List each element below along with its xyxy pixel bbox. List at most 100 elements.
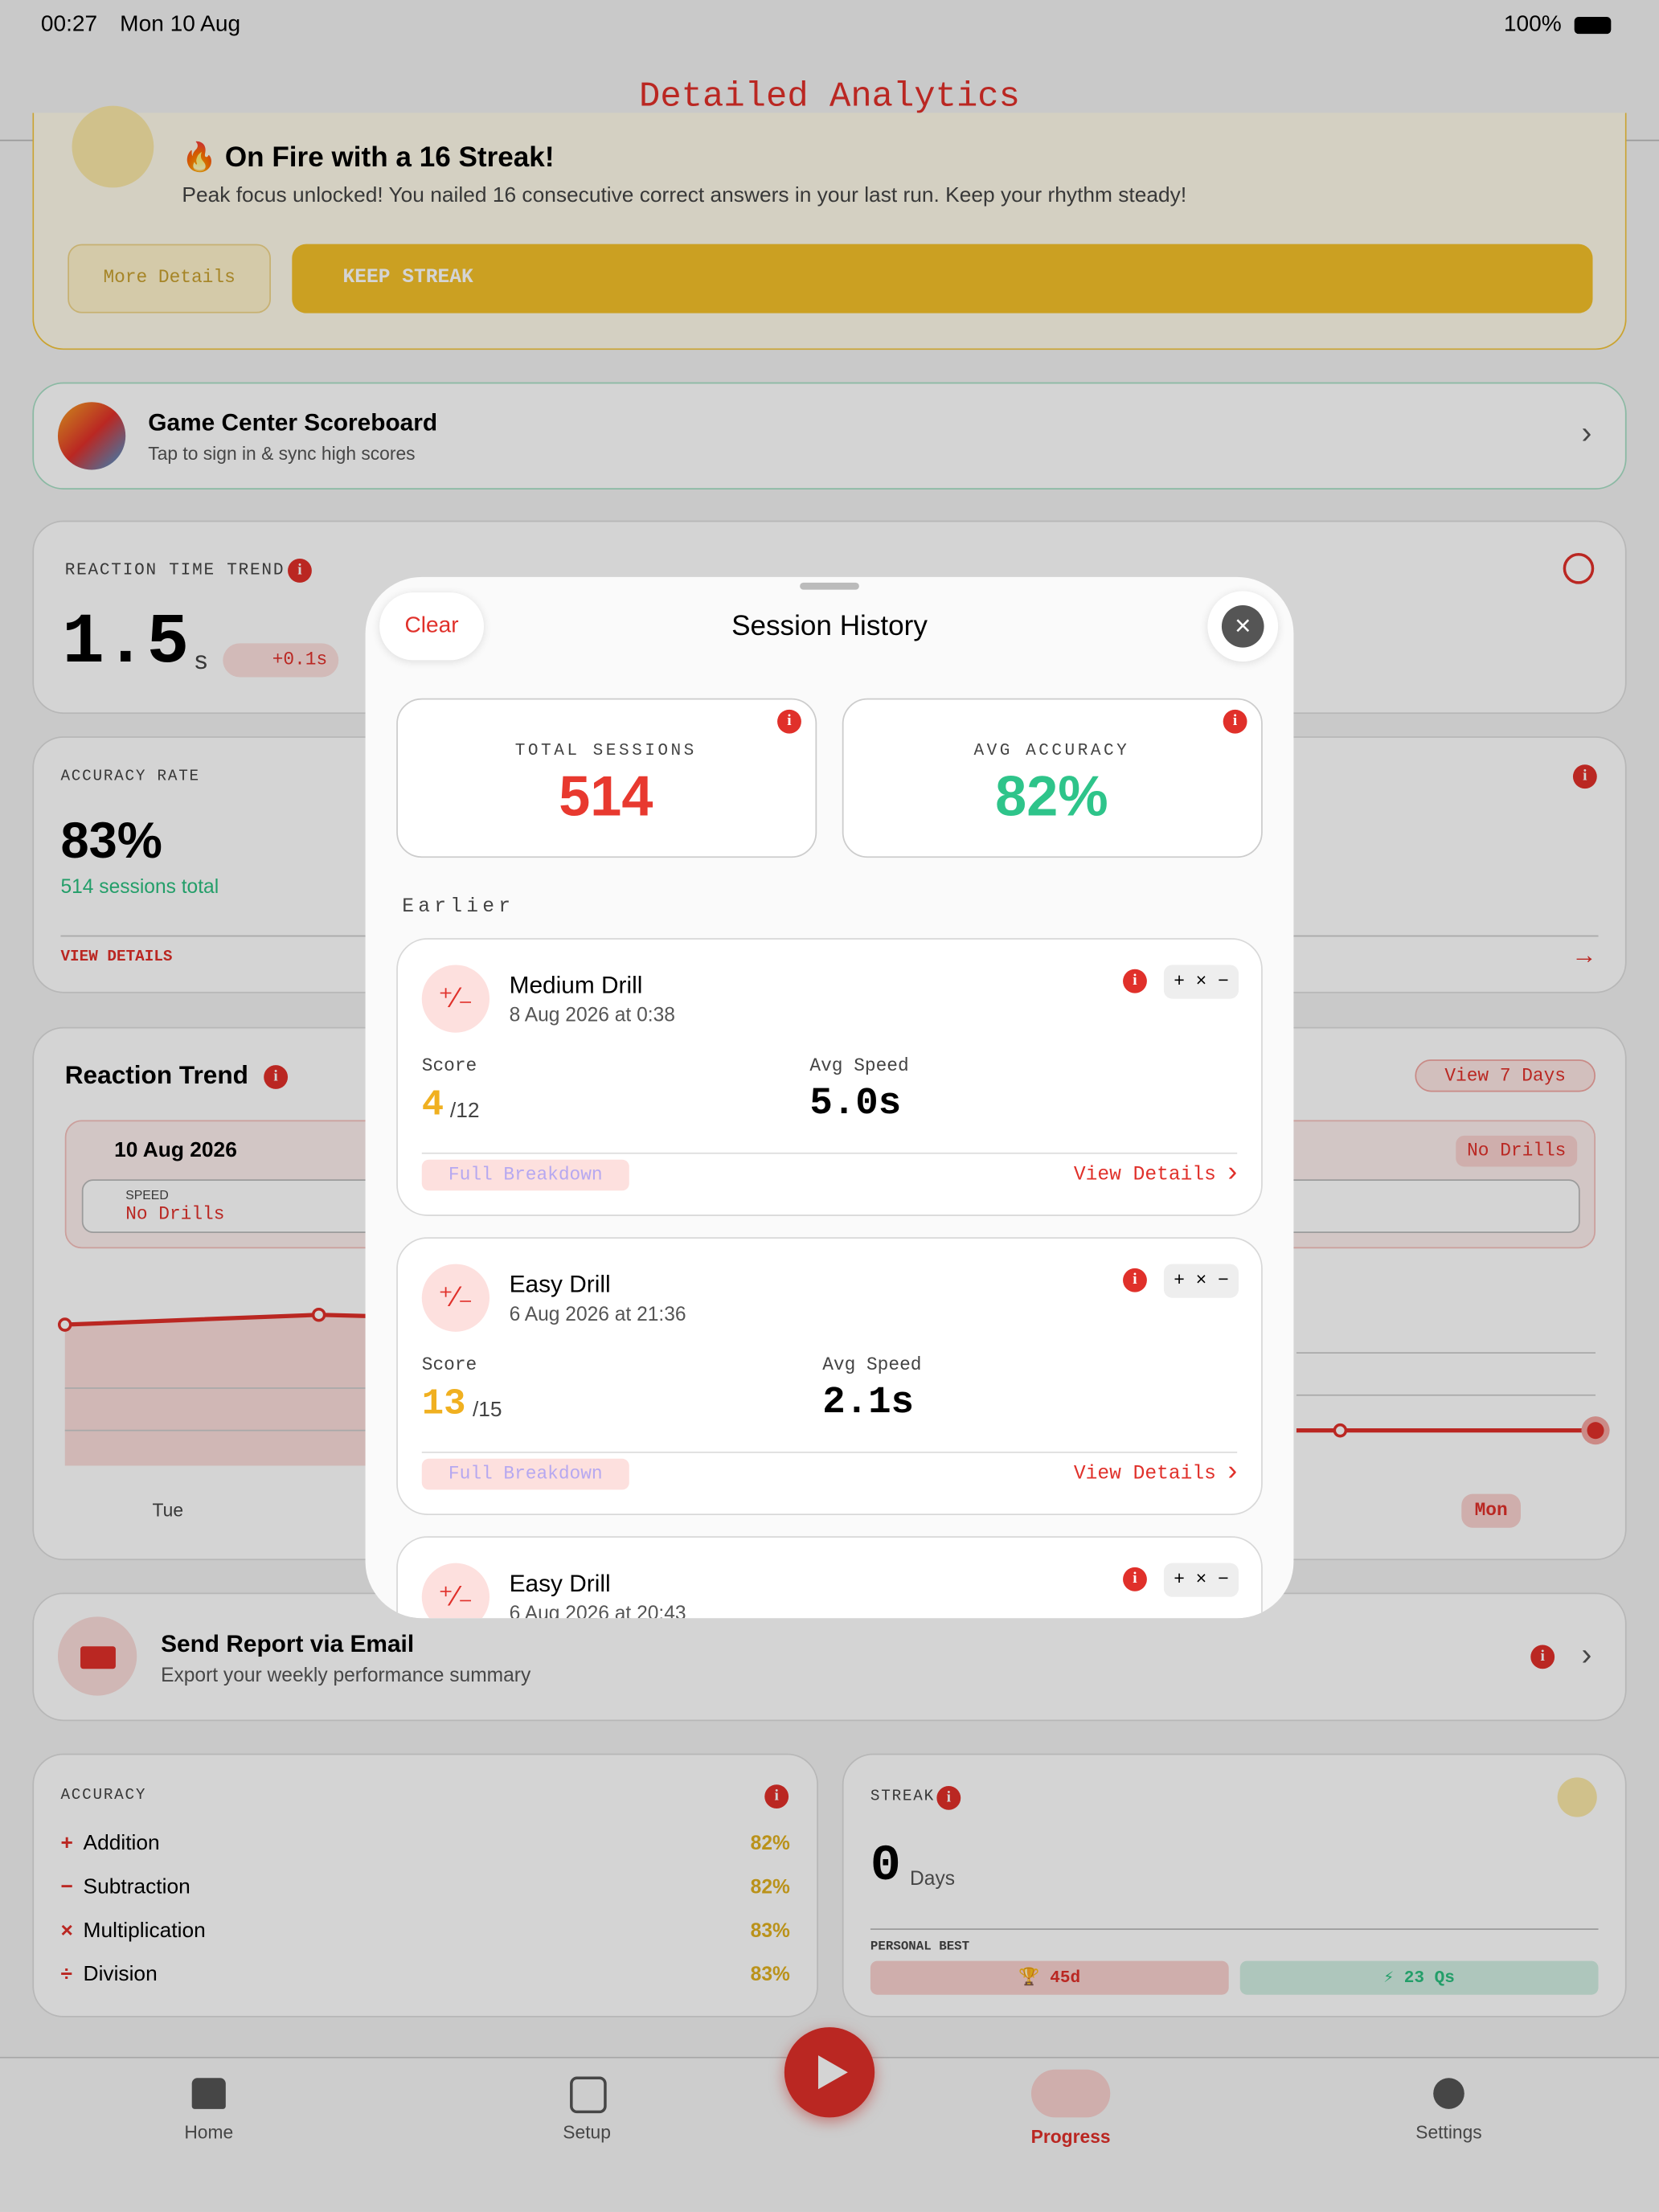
rt-unit: s [195,645,207,674]
game-icon [57,402,126,470]
info-icon[interactable]: i [288,559,312,583]
ops-badge: + × − [1163,1264,1239,1298]
score-label: Score [421,1055,477,1077]
chevron: › [1227,1456,1238,1487]
game-center-title: Game Center Scoreboard [148,408,438,436]
email-subtitle: Export your weekly performance summary [161,1663,531,1686]
op-name: Multiplication [83,1918,206,1943]
best-label: PERSONAL BEST [870,1940,970,1954]
streak-unit: Days [910,1866,956,1890]
grabber [800,582,859,590]
view-days-button[interactable]: View 7 Days [1415,1059,1596,1092]
stat-label: TOTAL SESSIONS [514,740,697,760]
speed-value: No Drills [125,1203,225,1225]
best-questions: ⚡ 23 Qs [1239,1960,1599,1995]
streak-icon [72,105,154,188]
score: 13 [421,1382,466,1425]
stat-value: 514 [559,766,653,829]
op-symbol: × [60,1918,73,1943]
session-icon: ⁺⁄₋ [421,965,490,1033]
op-accuracy: 82% [750,1831,790,1854]
op-name: Addition [83,1831,160,1855]
battery-icon [1574,17,1612,35]
flame-icon [1557,1777,1597,1817]
speed-label: Avg Speed [809,1055,909,1077]
tab-label[interactable]: Setup [563,2121,611,2143]
session-date: 8 Aug 2026 at 0:38 [509,1002,675,1026]
tab-label[interactable]: Home [184,2121,234,2143]
session-card[interactable]: ⁺⁄₋ Medium Drill 8 Aug 2026 at 0:38 i + × − S… [396,938,1263,1216]
clear-button[interactable]: Clear [379,592,484,661]
keep-streak-button[interactable]: KEEP STREAK [292,244,1593,313]
game-center-subtitle: Tap to sign in & sync high scores [148,443,416,465]
info-icon[interactable]: i [264,1065,289,1089]
speed-label: Avg Speed [822,1354,922,1376]
streak-value: 0 [870,1837,901,1895]
tab-label[interactable]: Settings [1415,2121,1482,2143]
score-total: /15 [472,1398,502,1423]
info-icon[interactable]: i [764,1784,789,1809]
info-icon[interactable]: i [1123,1268,1147,1292]
info-icon[interactable]: i [1572,764,1597,789]
battery: 100% [1503,12,1562,37]
breakdown-button[interactable]: Full Breakdown [421,1458,629,1490]
session-icon: ⁺⁄₋ [421,1264,490,1332]
game-center-card[interactable]: Game Center Scoreboard Tap to sign in & … [32,382,1627,490]
tab-label[interactable]: Progress [1030,2125,1111,2148]
session-icon: ⁺⁄₋ [421,1563,490,1619]
info-icon[interactable]: i [1123,1567,1147,1591]
streak-card: STREAK i 0 Days PERSONAL BEST 🏆 45d ⚡ 23… [842,1753,1627,2017]
ar-label: ACCURACY RATE [60,768,200,786]
session-name: Medium Drill [509,972,643,999]
timer-icon [1563,552,1595,584]
modal-title: Session History [731,610,928,642]
stat-value: 82% [995,766,1108,829]
time: 00:27 [40,12,98,37]
rt-label: REACTION TIME TREND [64,559,285,580]
x-label: Tue [152,1499,184,1521]
stat-card: AVG ACCURACY 82% i [842,698,1263,858]
ar-link[interactable]: VIEW DETAILS [60,949,173,967]
x-label: Mon [1461,1493,1521,1528]
streak-label: STREAK [870,1788,935,1806]
ops-badge: + × − [1163,965,1239,999]
op-accuracy: 82% [750,1874,790,1898]
more-details-button[interactable]: More Details [68,244,271,313]
chevron: › [1581,1636,1592,1672]
info-icon[interactable]: i [1123,969,1147,993]
close-icon: × [1221,604,1264,648]
nav-title: Detailed Analytics [639,76,1020,117]
session-name: Easy Drill [509,1570,611,1597]
op-symbol: − [60,1874,73,1899]
email-title: Send Report via Email [161,1630,415,1658]
breakdown-button[interactable]: Full Breakdown [421,1159,629,1191]
accuracy-label: ACCURACY [60,1787,147,1804]
streak-banner: 🔥 On Fire with a 16 Streak! Peak focus u… [32,105,1627,350]
session-card[interactable]: ⁺⁄₋ Easy Drill 6 Aug 2026 at 21:36 i + × − Sc… [396,1237,1263,1515]
info-icon[interactable]: i [777,709,801,734]
info-icon[interactable]: i [1530,1645,1555,1669]
op-name: Division [83,1962,158,1987]
home-icon [191,2078,226,2109]
op-name: Subtraction [83,1874,190,1899]
stat-label: AVG ACCURACY [973,740,1130,760]
session-date: 6 Aug 2026 at 20:43 [509,1601,686,1619]
arrow: → [1571,940,1597,969]
divider [421,1451,1238,1453]
op-accuracy: 83% [750,1962,790,1985]
progress-icon [1030,2069,1111,2118]
session-card[interactable]: ⁺⁄₋ Easy Drill 6 Aug 2026 at 20:43 i + × − [396,1536,1263,1619]
info-icon[interactable]: i [1223,709,1247,734]
details-link[interactable]: View Details [1073,1163,1216,1187]
info-icon[interactable]: i [936,1785,961,1810]
no-drills-badge: No Drills [1456,1135,1578,1167]
stat-card: TOTAL SESSIONS 514 i [396,698,817,858]
divider [421,1152,1238,1154]
details-link[interactable]: View Details [1073,1463,1216,1486]
ar-value: 83% [60,811,162,870]
rt-value: 1.5 [62,604,190,685]
day-date: 10 Aug 2026 [114,1138,237,1163]
speed: 5.0s [809,1083,902,1126]
